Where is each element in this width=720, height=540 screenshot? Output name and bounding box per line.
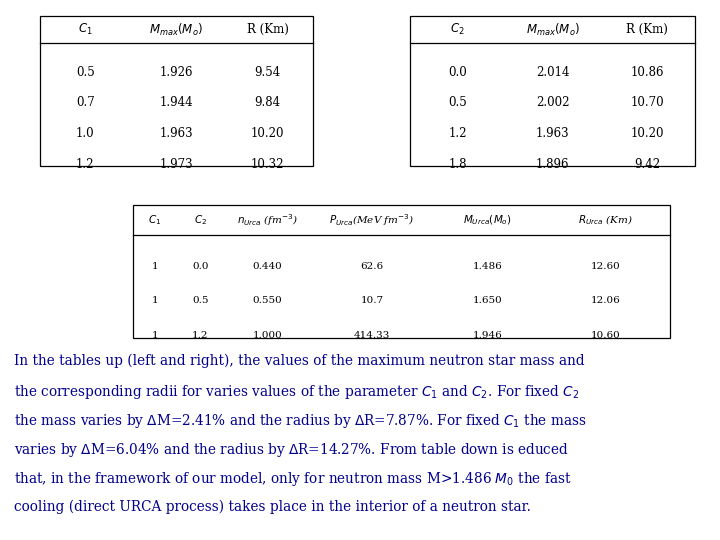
Text: $C_1$: $C_1$ <box>78 22 93 37</box>
Text: 10.20: 10.20 <box>631 127 664 140</box>
Text: 0.550: 0.550 <box>253 296 282 305</box>
Text: 0.0: 0.0 <box>192 262 209 271</box>
Bar <box>40 16 313 166</box>
Text: 0.5: 0.5 <box>76 66 94 79</box>
Text: 9.84: 9.84 <box>255 96 281 110</box>
Text: 1.944: 1.944 <box>160 96 193 110</box>
Text: $R_{Urca}$ (Km): $R_{Urca}$ (Km) <box>578 213 633 227</box>
Bar <box>133 205 670 338</box>
Text: cooling (direct URCA process) takes place in the interior of a neutron star.: cooling (direct URCA process) takes plac… <box>14 500 531 514</box>
Text: 0.5: 0.5 <box>449 96 467 110</box>
Text: 10.70: 10.70 <box>631 96 665 110</box>
Text: R (Km): R (Km) <box>247 23 289 36</box>
Text: 1.963: 1.963 <box>160 127 193 140</box>
Text: 1.8: 1.8 <box>449 158 467 171</box>
Text: 1.486: 1.486 <box>472 262 502 271</box>
Text: 1: 1 <box>151 296 158 305</box>
Text: the mass varies by $\Delta$M=2.41% and the radius by $\Delta$R=7.87%. For fixed : the mass varies by $\Delta$M=2.41% and t… <box>14 412 587 430</box>
Text: 9.54: 9.54 <box>254 66 281 79</box>
Text: 12.06: 12.06 <box>590 296 620 305</box>
Text: $M_{max}(M_o)$: $M_{max}(M_o)$ <box>526 22 580 38</box>
Text: 1.2: 1.2 <box>76 158 94 171</box>
Text: $n_{Urca}$ (fm$^{-3}$): $n_{Urca}$ (fm$^{-3}$) <box>237 212 298 228</box>
Text: 1.896: 1.896 <box>536 158 570 171</box>
Text: R (Km): R (Km) <box>626 23 668 36</box>
Text: In the tables up (left and right), the values of the maximum neutron star mass a: In the tables up (left and right), the v… <box>14 354 585 368</box>
Text: 10.60: 10.60 <box>590 330 620 340</box>
Text: 0.440: 0.440 <box>253 262 282 271</box>
Text: 12.60: 12.60 <box>590 262 620 271</box>
Text: that, in the framework of our model, only for neutron mass M>1.486 $M_0$ the fas: that, in the framework of our model, onl… <box>14 470 572 488</box>
Text: 10.20: 10.20 <box>251 127 284 140</box>
Text: $C_2$: $C_2$ <box>451 22 465 37</box>
Text: 1.973: 1.973 <box>160 158 193 171</box>
Text: $M_{Urca}(M_o)$: $M_{Urca}(M_o)$ <box>463 213 512 227</box>
Text: 1.2: 1.2 <box>192 330 209 340</box>
Text: 10.86: 10.86 <box>631 66 664 79</box>
Text: 1.2: 1.2 <box>449 127 467 140</box>
Text: 1.000: 1.000 <box>253 330 282 340</box>
Text: 10.7: 10.7 <box>360 296 384 305</box>
Text: 1: 1 <box>151 330 158 340</box>
Text: 0.7: 0.7 <box>76 96 94 110</box>
Text: varies by $\Delta$M=6.04% and the radius by $\Delta$R=14.27%. From table down is: varies by $\Delta$M=6.04% and the radius… <box>14 441 570 459</box>
Text: 9.42: 9.42 <box>634 158 660 171</box>
Text: 62.6: 62.6 <box>360 262 384 271</box>
Text: 0.5: 0.5 <box>192 296 209 305</box>
Text: 1.650: 1.650 <box>472 296 502 305</box>
Text: 414.33: 414.33 <box>354 330 390 340</box>
Text: 2.002: 2.002 <box>536 96 570 110</box>
Text: 1: 1 <box>151 262 158 271</box>
Text: 10.32: 10.32 <box>251 158 284 171</box>
Text: the corresponding radii for varies values of the parameter $C_1$ and $C_2$. For : the corresponding radii for varies value… <box>14 383 580 401</box>
Bar <box>410 16 695 166</box>
Text: 1.946: 1.946 <box>472 330 502 340</box>
Text: $P_{Urca}$(MeV fm$^{-3}$): $P_{Urca}$(MeV fm$^{-3}$) <box>329 212 415 228</box>
Text: 0.0: 0.0 <box>449 66 467 79</box>
Text: 1.926: 1.926 <box>160 66 193 79</box>
Text: 2.014: 2.014 <box>536 66 570 79</box>
Text: 1.0: 1.0 <box>76 127 94 140</box>
Text: $M_{max}(M_o)$: $M_{max}(M_o)$ <box>149 22 204 38</box>
Text: $C_2$: $C_2$ <box>194 213 207 227</box>
Text: 1.963: 1.963 <box>536 127 570 140</box>
Text: $C_1$: $C_1$ <box>148 213 161 227</box>
